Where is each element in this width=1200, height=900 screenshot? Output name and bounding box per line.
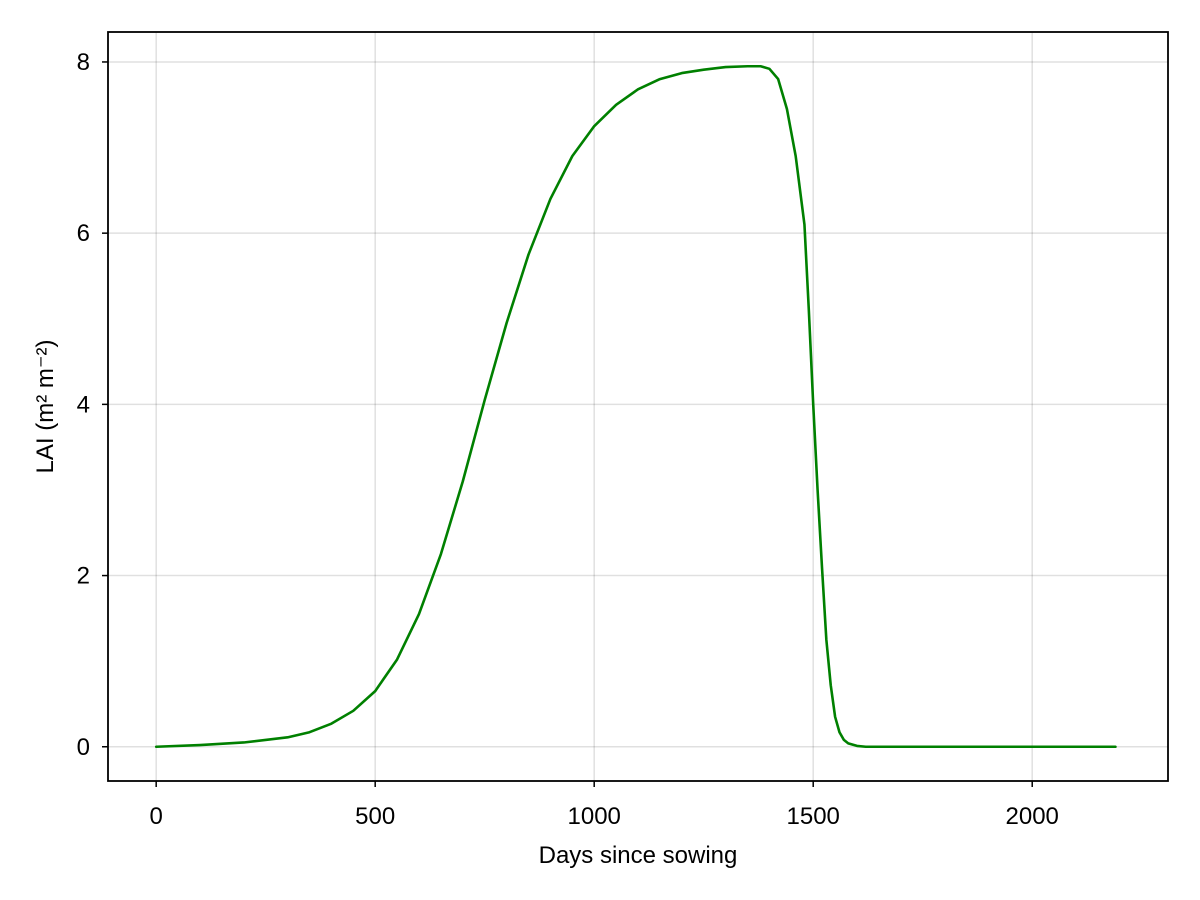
x-tick-label: 1500 (787, 803, 840, 830)
x-tick-label: 0 (150, 803, 163, 830)
y-tick-label: 0 (77, 734, 90, 761)
series-line-lai (154, 64, 1117, 749)
y-tick-label: 6 (77, 220, 90, 247)
x-axis-ticks: 0 500 1000 1500 2000 (150, 781, 1059, 830)
y-tick-label: 2 (77, 563, 90, 590)
series-layer (154, 64, 1117, 749)
x-tick-label: 1000 (568, 803, 621, 830)
plot-frame (107, 31, 1169, 782)
x-tick-label: 500 (355, 803, 395, 830)
grid-lines (108, 32, 1168, 781)
x-axis-label: Days since sowing (539, 842, 738, 869)
y-axis-label: LAI (m² m⁻²) (32, 340, 59, 474)
y-tick-label: 8 (77, 49, 90, 76)
x-tick-label: 2000 (1006, 803, 1059, 830)
y-tick-label: 4 (77, 391, 90, 418)
y-axis-ticks: 0 2 4 6 8 (77, 49, 108, 761)
